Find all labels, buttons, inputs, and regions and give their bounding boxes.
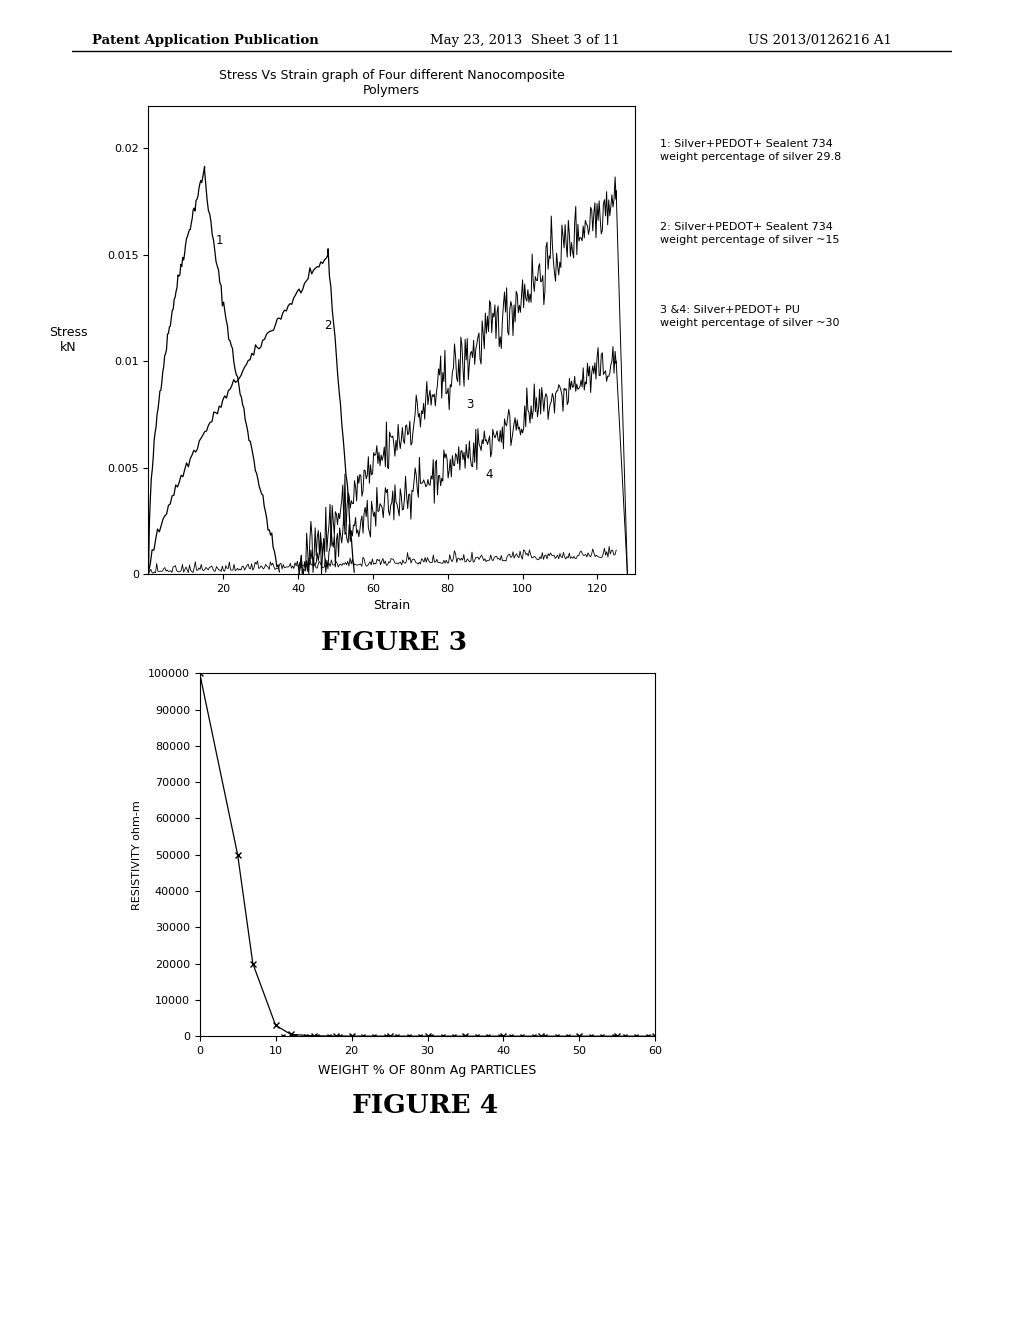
Text: FIGURE 3: FIGURE 3 [322,630,467,655]
Text: 3: 3 [467,399,474,411]
Title: Stress Vs Strain graph of Four different Nanocomposite
Polymers: Stress Vs Strain graph of Four different… [219,70,564,98]
Text: May 23, 2013  Sheet 3 of 11: May 23, 2013 Sheet 3 of 11 [430,34,620,48]
Text: 1: Silver+PEDOT+ Sealent 734
weight percentage of silver 29.8: 1: Silver+PEDOT+ Sealent 734 weight perc… [660,139,842,162]
Text: 2: Silver+PEDOT+ Sealent 734
weight percentage of silver ~15: 2: Silver+PEDOT+ Sealent 734 weight perc… [660,222,840,246]
Text: 4: 4 [485,469,493,482]
Text: Patent Application Publication: Patent Application Publication [92,34,318,48]
Y-axis label: Stress
kN: Stress kN [49,326,87,354]
Text: 3 &4: Silver+PEDOT+ PU
weight percentage of silver ~30: 3 &4: Silver+PEDOT+ PU weight percentage… [660,305,840,329]
X-axis label: Strain: Strain [373,599,411,612]
X-axis label: WEIGHT % OF 80nm Ag PARTICLES: WEIGHT % OF 80nm Ag PARTICLES [318,1064,537,1077]
Text: 2: 2 [325,319,332,333]
Text: FIGURE 4: FIGURE 4 [352,1093,498,1118]
Text: US 2013/0126216 A1: US 2013/0126216 A1 [748,34,892,48]
Y-axis label: RESISTIVITY ohm-m: RESISTIVITY ohm-m [132,800,142,909]
Text: 1: 1 [216,234,223,247]
